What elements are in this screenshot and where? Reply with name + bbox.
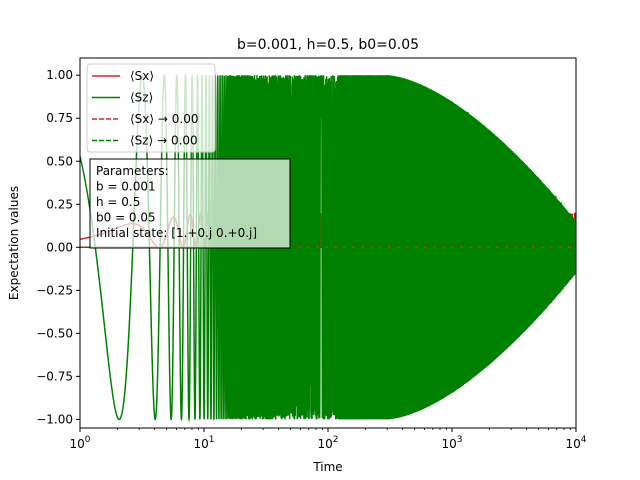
legend-label: ⟨Sz⟩ [130,91,153,105]
legend-frame [86,63,216,153]
x-axis: 100 101 102 103 104 [69,428,587,451]
y-tick-label: −0.25 [36,283,73,297]
y-tick-label: −0.50 [36,326,73,340]
annotation-line: h = 0.5 [96,195,140,209]
legend-label: ⟨Sz⟩ → 0.00 [130,134,198,148]
x-tick-label: 102 [317,435,338,451]
annotation-line: b0 = 0.05 [96,211,156,225]
annotation-line: Initial state: [1.+0.j 0.+0.j] [96,226,257,240]
annotation-line: b = 0.001 [96,180,156,194]
x-tick-label: 103 [441,435,462,451]
chart-title: b=0.001, h=0.5, b0=0.05 [237,37,419,53]
y-axis: −1.00 −0.75 −0.50 −0.25 0.00 0.25 0.50 0.75 1.00 [36,68,80,426]
y-tick-label: 0.75 [46,111,73,125]
y-tick-label: 1.00 [46,68,73,82]
x-tick-label: 101 [193,435,214,451]
y-tick-label: 0.00 [46,240,73,254]
annotation-frame [89,158,291,249]
y-axis-label: Expectation values [7,186,21,300]
y-tick-label: −1.00 [36,412,73,426]
legend-label: ⟨Sx⟩ → 0.00 [130,112,198,126]
legend: ⟨Sx⟩ ⟨Sz⟩ ⟨Sx⟩ → 0.00 ⟨Sz⟩ → 0.00 [86,63,216,153]
annotation-line: Parameters: [96,164,169,178]
x-tick-label: 100 [69,435,90,451]
y-tick-label: −0.75 [36,369,73,383]
y-tick-label: 0.25 [46,197,73,211]
y-tick-label: 0.50 [46,154,73,168]
x-axis-label: Time [312,460,342,474]
legend-label: ⟨Sx⟩ [130,69,154,83]
x-tick-label: 104 [565,435,586,451]
